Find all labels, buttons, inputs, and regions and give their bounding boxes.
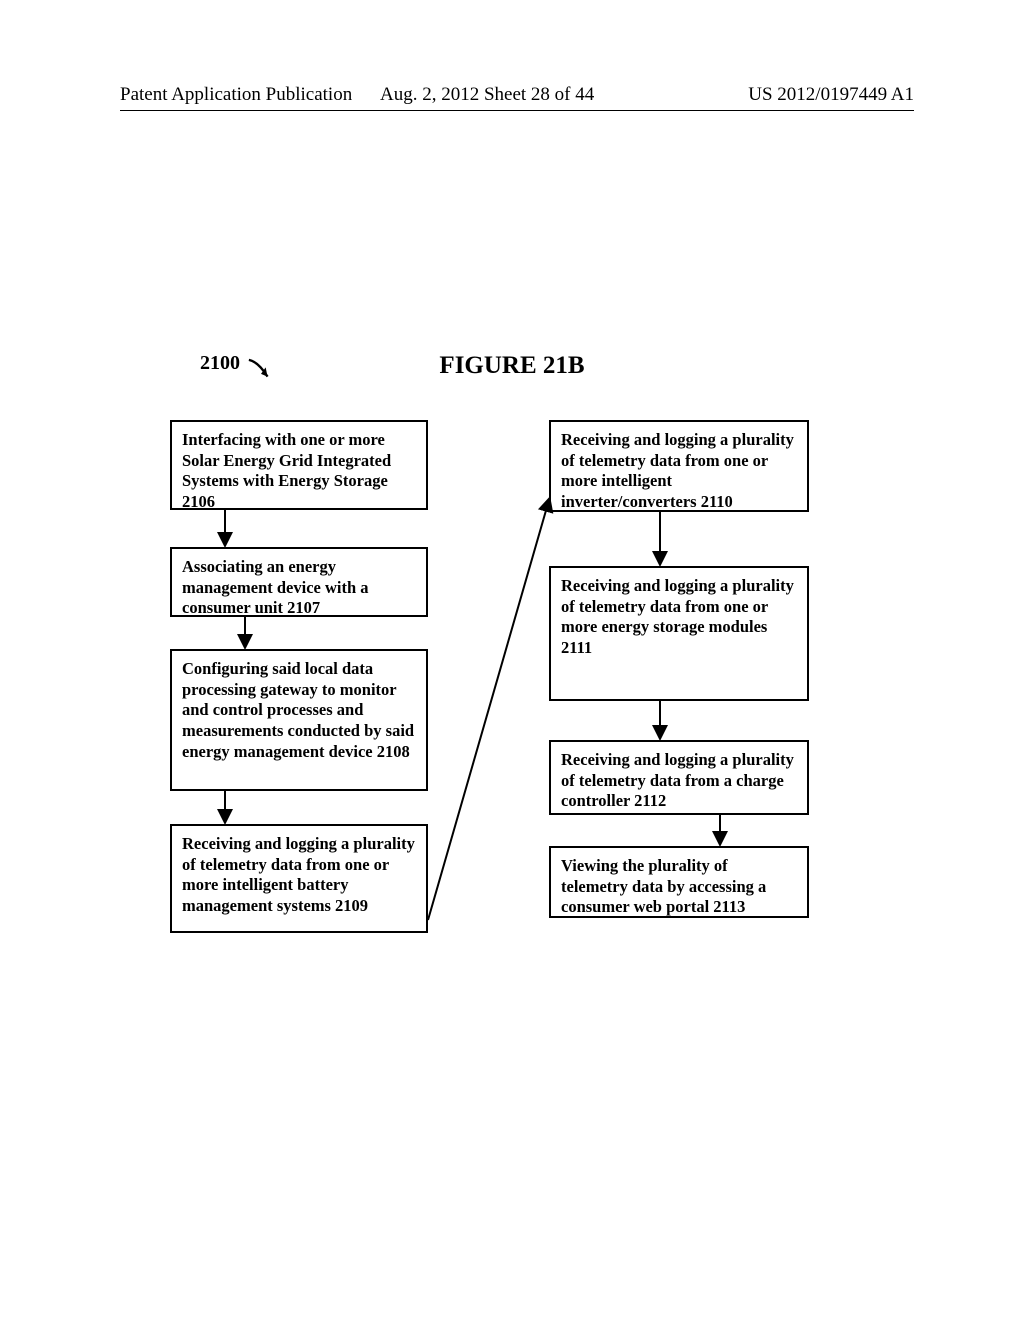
page: Patent Application Publication Aug. 2, 2… (0, 0, 1024, 1320)
flowchart-connectors (0, 0, 1024, 1320)
